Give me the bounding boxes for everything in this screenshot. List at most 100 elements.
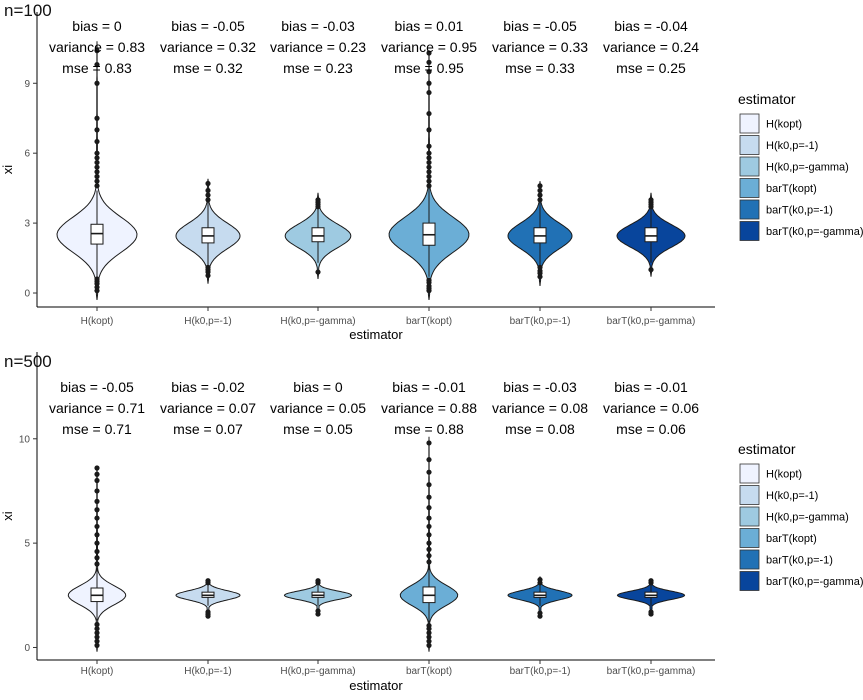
legend-label: H(k0,p=-gamma) [766,512,849,524]
outlier-point [426,630,432,636]
outlier-point [426,127,432,133]
legend-swatch [739,221,760,241]
stat-bias: bias = -0.03 [281,18,355,34]
outlier-point [426,515,432,521]
legend-swatch [739,506,760,527]
x-tick-label: H(kopt) [81,316,114,327]
outlier-point [537,610,543,616]
stat-mse: mse = 0.83 [62,60,132,76]
outlier-point [426,143,432,149]
outlier-point [426,642,432,648]
legend-swatch [739,156,760,177]
legend-swatch [739,528,760,548]
violin-group [507,576,573,619]
stat-bias: bias = -0.03 [503,379,577,395]
outlier-point [426,532,432,538]
outlier-point [426,634,432,640]
legend-swatch [739,199,760,220]
outlier-point [315,197,321,203]
y-axis-label: xi [0,165,15,175]
legend-label: barT(k0,p=-gamma) [766,576,863,588]
outlier-point [94,155,100,161]
stat-bias: bias = -0.01 [392,379,466,395]
outlier-point [426,553,432,559]
stat-variance: variance = 0.05 [270,400,366,416]
stat-variance: variance = 0.33 [492,39,588,55]
chart-panel-1: n=100 0 3 6 9 xi H(kopt) H(k0,p=-1) H(k0,p=-gamm… [0,1,863,342]
outlier-point [648,578,654,584]
legend-label: barT(k0,p=-gamma) [766,226,863,238]
stat-mse: mse = 0.33 [505,60,575,76]
outlier-point [94,173,100,180]
outlier-point [426,482,432,488]
outlier-point [426,622,432,629]
outlier-point [205,187,211,194]
outlier-point [94,642,100,648]
stat-bias: bias = -0.05 [171,18,245,34]
legend: estimator H(kopt) H(k0,p=-1) H(k0,p=-gamma)… [738,441,863,591]
violin-group [616,192,686,277]
outlier-point [426,523,432,530]
y-tick-label: 10 [19,434,31,445]
outlier-point [94,548,100,555]
outlier-point [426,546,432,552]
violin-group [56,41,138,301]
stat-variance: variance = 0.07 [160,400,256,416]
outlier-point [426,59,432,65]
y-tick-label: 9 [24,79,30,90]
stat-variance: variance = 0.23 [270,39,366,55]
outlier-point [94,48,100,54]
outlier-point [426,559,432,565]
outlier-point [537,197,543,203]
violin-group [388,50,470,301]
x-tick-label: H(kopt) [81,666,114,677]
outlier-point [94,532,100,538]
y-tick-label: 6 [24,149,30,160]
violin-group [175,178,241,284]
stat-mse: mse = 0.07 [173,421,243,437]
outlier-point [537,183,543,189]
x-tick-label: barT(kopt) [406,666,452,677]
outlier-point [94,507,100,513]
x-tick-label: barT(k0,p=-1) [510,316,571,327]
outlier-point [426,50,432,56]
legend-swatch [739,135,760,155]
outlier-point [94,178,100,184]
legend-label: H(k0,p=-1) [766,490,818,502]
y-tick-label: 0 [24,289,30,300]
x-tick-label: barT(k0,p=-gamma) [607,316,696,327]
outlier-point [315,578,321,584]
outlier-point [315,269,321,275]
legend-swatch [739,463,760,484]
outlier-point [94,638,100,644]
outlier-point [94,634,100,640]
legend: estimator H(kopt) H(k0,p=-1) H(k0,p=-gamma)… [738,91,863,241]
stat-variance: variance = 0.08 [492,400,588,416]
outlier-point [94,150,100,156]
outlier-point [205,609,211,615]
stat-bias: bias = -0.02 [171,379,245,395]
chart-title: n=500 [4,352,52,371]
stat-bias: bias = 0 [293,379,343,395]
legend-title: estimator [738,91,796,107]
outlier-point [315,608,321,614]
stat-bias: bias = -0.05 [60,379,134,395]
outlier-point [94,630,100,636]
outlier-point [94,471,100,477]
x-tick-label: H(k0,p=-gamma) [280,316,355,327]
box-iqr [644,227,658,243]
x-axis-label: estimator [349,327,403,342]
outlier-point [537,264,543,270]
legend-swatch [739,485,760,505]
outlier-point [94,515,100,521]
stat-mse: mse = 0.32 [173,60,243,76]
outlier-point [94,164,100,170]
legend-label: barT(k0,p=-1) [766,555,833,567]
outlier-point [94,276,100,282]
outlier-point [94,169,100,175]
outlier-point [94,115,100,121]
stat-variance: variance = 0.32 [160,39,256,55]
outlier-point [94,523,100,530]
outlier-point [94,488,100,494]
outlier-point [94,477,100,484]
